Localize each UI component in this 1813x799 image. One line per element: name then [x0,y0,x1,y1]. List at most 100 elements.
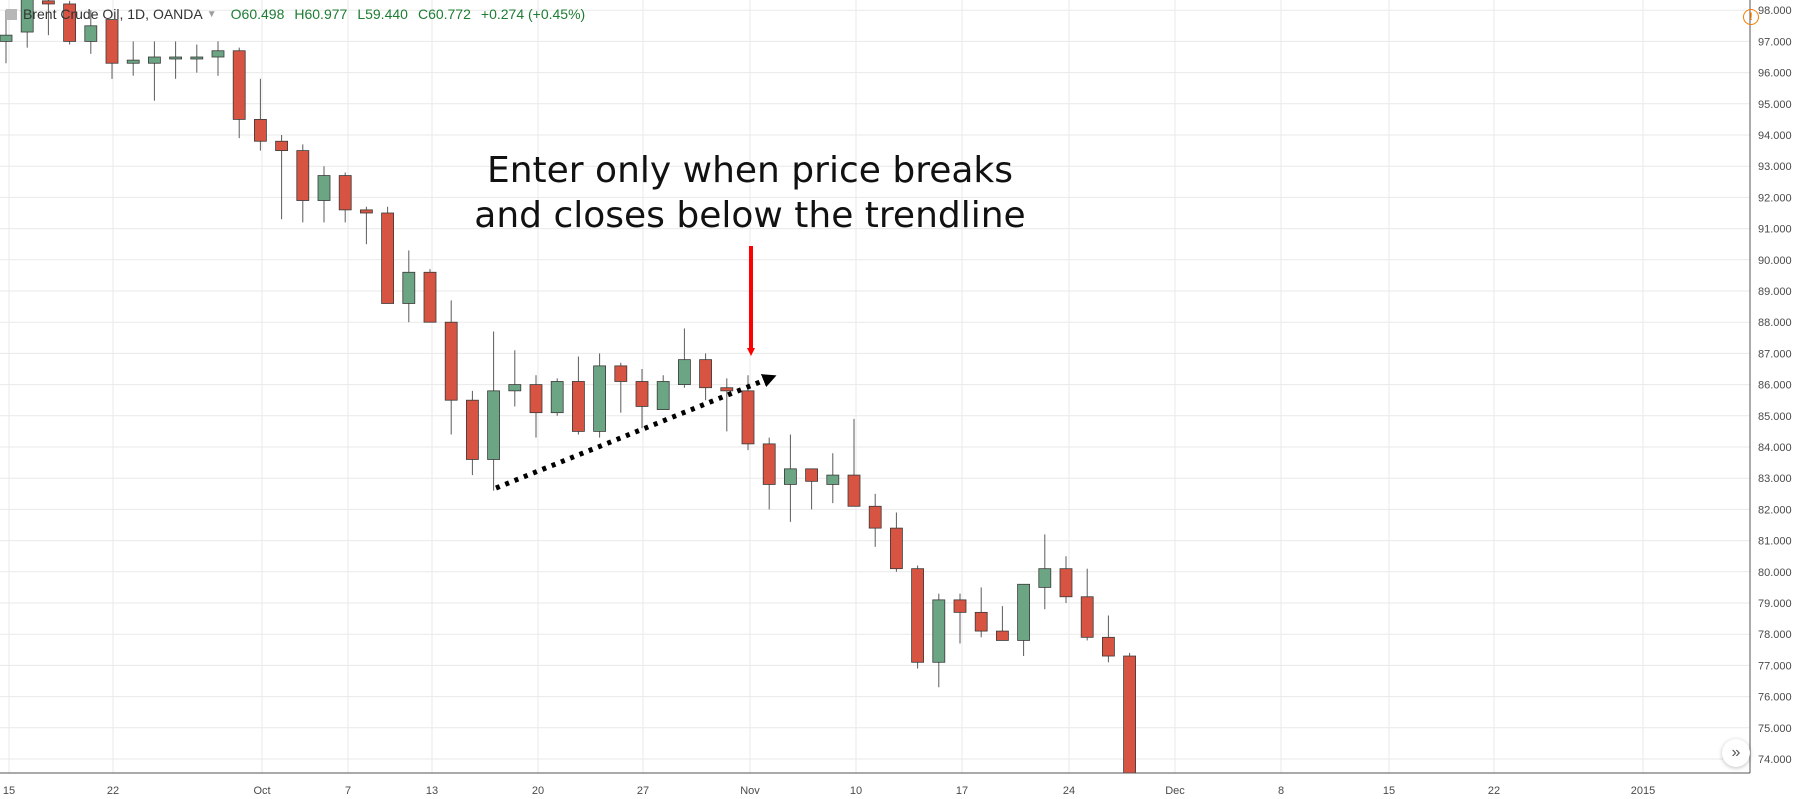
chart-grid [0,0,1750,773]
x-tick-label: 20 [532,785,544,797]
candle [805,468,818,510]
candle [1102,615,1115,663]
candle-body [614,365,628,382]
open-number: 60.498 [241,6,285,22]
y-tick-label: 78.000 [1758,629,1792,641]
candle [190,44,204,73]
low-value: L59.440 [357,6,408,22]
candle [423,269,437,323]
high-number: 60.977 [304,6,348,22]
candle [147,41,161,101]
y-tick-label: 94.000 [1758,130,1792,142]
candle [487,331,501,491]
candle [317,166,331,223]
symbol-marker-icon [6,8,17,20]
candle [784,434,797,522]
x-tick-label: 17 [956,785,968,797]
candle [868,493,882,547]
candle-body [84,25,98,42]
candle-body [847,474,861,507]
candle-body [1038,568,1052,588]
y-tick-label: 85.000 [1758,411,1792,423]
candle [402,250,416,323]
y-tick-label: 97.000 [1758,36,1792,48]
candle [890,512,903,572]
candle [953,593,967,644]
candle [1038,534,1052,610]
y-tick-label: 79.000 [1758,598,1792,610]
candle-body [232,50,246,120]
candle-body [572,381,585,432]
candle-body [0,34,13,42]
y-tick-label: 93.000 [1758,161,1792,173]
candle-body [593,365,606,432]
candle [126,41,140,76]
close-number: 60.772 [428,6,471,22]
y-tick-label: 95.000 [1758,99,1792,111]
high-value: H60.977 [294,6,347,22]
candle [296,144,310,223]
candle-body [63,3,76,42]
symbol-title[interactable]: Brent Crude Oil, 1D, OANDA [23,6,203,22]
candle [678,328,691,388]
candle-body [635,381,649,407]
x-tick-label: 15 [1383,785,1395,797]
open-value: O60.498 [231,6,285,22]
candle-body [1080,596,1094,638]
candle-body [974,611,988,632]
x-tick-label: 8 [1278,785,1284,797]
candle-body [890,527,903,570]
y-tick-label: 81.000 [1758,536,1792,548]
x-tick-label: Oct [253,785,270,797]
candle [847,418,861,507]
candle-body [20,0,34,33]
candle-body [996,630,1009,641]
candle [762,437,776,510]
candle [1080,568,1094,641]
candle [614,362,628,413]
y-tick-label: 83.000 [1758,473,1792,485]
candle-body [911,568,924,663]
annotation-text-line-1: Enter only when price breaks [487,150,1013,191]
x-tick-label: Dec [1165,785,1185,797]
y-tick-label: 82.000 [1758,504,1792,516]
high-key: H [294,6,305,22]
candle-body [190,56,204,60]
y-tick-label: 87.000 [1758,348,1792,360]
exclamation-circle-icon[interactable]: ! [1743,9,1759,25]
y-tick-label: 98.000 [1758,5,1792,17]
candle-body [508,384,522,392]
x-tick-label: 22 [1488,785,1500,797]
candle [572,356,585,435]
candle-body [169,56,183,60]
y-tick-label: 80.000 [1758,567,1792,579]
candle [465,390,479,476]
candle [1059,556,1073,603]
low-number: 59.440 [365,6,408,22]
candle-body [678,359,691,386]
candle [720,378,734,432]
candle [211,41,225,76]
x-tick-label: 2015 [1631,785,1655,797]
candle [593,353,606,438]
close-value: C60.772 [418,6,471,22]
candle-body [1017,583,1030,641]
y-tick-label: 92.000 [1758,192,1792,204]
candle-body [126,59,140,64]
candle-body [359,209,373,214]
chevron-down-icon[interactable]: ▼ [206,8,217,20]
y-tick-label: 74.000 [1758,754,1792,766]
candle [42,0,55,36]
double-chevron-right-icon[interactable]: » [1722,739,1750,767]
chart-annotations: Enter only when price breaks and closes … [474,150,1026,491]
candle-body [487,390,501,460]
candle-body [42,0,55,5]
candle [508,350,522,407]
candle-body [826,474,840,485]
candle [232,47,246,139]
low-key: L [357,6,366,22]
candle-body [444,321,458,401]
y-tick-label: 90.000 [1758,255,1792,267]
candle-body [1123,655,1136,774]
